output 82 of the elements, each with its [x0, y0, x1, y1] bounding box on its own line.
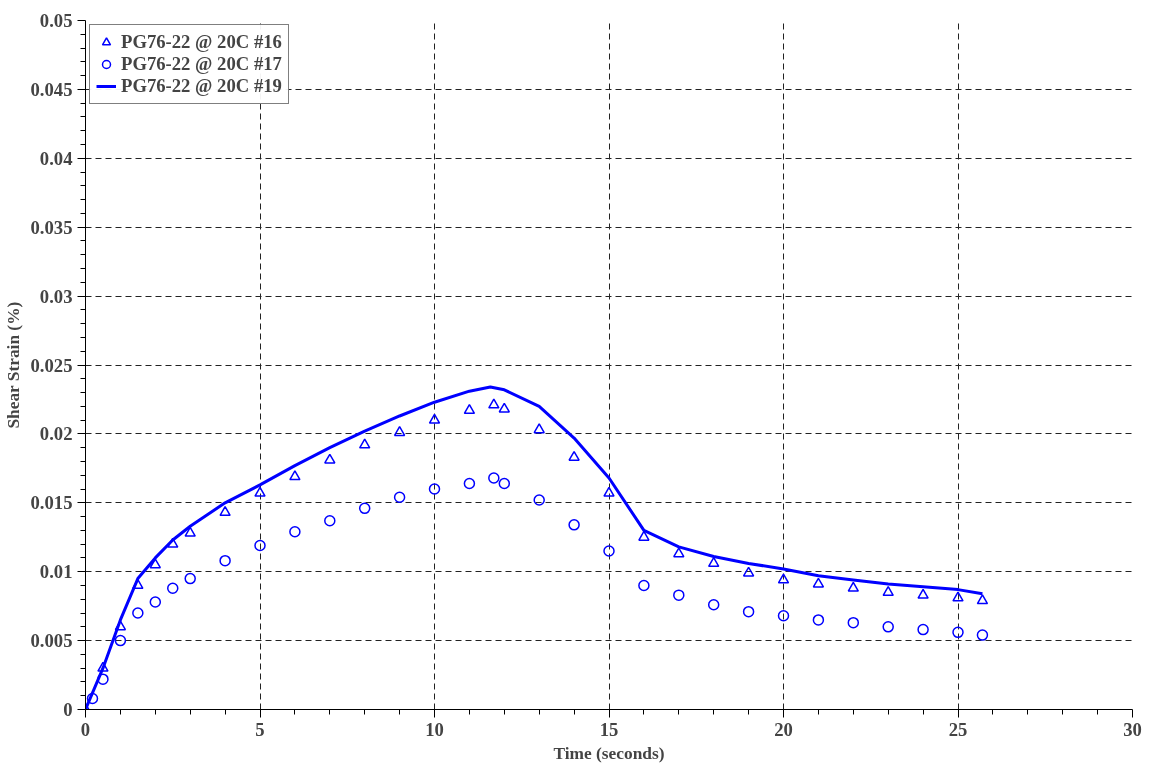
point	[498, 477, 511, 490]
point	[97, 661, 109, 672]
point	[777, 610, 790, 622]
point	[219, 554, 231, 567]
legend-label: PG76-22 @ 20C #19	[121, 75, 282, 97]
point	[673, 547, 685, 558]
point	[533, 423, 545, 434]
y-tick-label: 0.025	[30, 354, 73, 376]
point	[533, 494, 545, 506]
point	[488, 472, 500, 484]
point	[463, 477, 476, 490]
x-tick-label: 0	[80, 718, 91, 740]
point	[952, 626, 964, 639]
point	[917, 588, 929, 599]
point	[777, 573, 790, 584]
point	[358, 438, 371, 449]
y-tick-label: 0.01	[39, 561, 73, 583]
point	[114, 620, 127, 631]
y-tick-label: 0.015	[30, 492, 73, 514]
point	[149, 558, 162, 569]
point	[393, 426, 406, 437]
point	[847, 581, 860, 592]
point	[917, 623, 929, 636]
point	[638, 530, 650, 541]
y-tick-label: 0	[63, 699, 73, 720]
point	[742, 605, 755, 618]
point	[488, 398, 500, 409]
x-tick-label: 15	[599, 718, 619, 740]
point	[86, 692, 99, 705]
point	[976, 629, 989, 641]
point	[952, 591, 964, 602]
point	[167, 582, 179, 594]
y-tick-label: 0.02	[39, 423, 73, 445]
point	[324, 514, 336, 527]
legend-label: PG76-22 @ 20C #17	[121, 53, 282, 75]
y-tick-label: 0.045	[30, 78, 73, 100]
point	[498, 402, 511, 413]
y-tick-label: 0.03	[39, 285, 73, 307]
y-tick-label: 0.005	[30, 630, 73, 652]
point	[149, 596, 162, 608]
point	[603, 545, 615, 557]
y-tick-label: 0.05	[39, 10, 73, 31]
point	[428, 483, 441, 495]
point	[289, 470, 301, 481]
point	[219, 505, 231, 517]
point	[603, 486, 615, 497]
x-tick-label: 5	[255, 718, 265, 740]
x-axis-title: Time (seconds)	[553, 743, 665, 763]
point	[393, 491, 406, 504]
y-axis-title: Shear Strain (%)	[3, 301, 23, 429]
legend-label: PG76-22 @ 20C #16	[121, 31, 282, 53]
point	[742, 566, 755, 577]
point	[463, 403, 476, 415]
point	[184, 572, 196, 585]
point	[568, 450, 580, 461]
point	[132, 607, 144, 619]
point	[882, 585, 894, 597]
point	[976, 594, 989, 605]
point	[673, 589, 685, 601]
x-tick-label: 20	[774, 718, 793, 740]
point	[638, 579, 650, 592]
point	[114, 634, 127, 647]
point	[812, 577, 825, 588]
point	[97, 673, 109, 685]
point	[707, 599, 720, 611]
point	[847, 616, 860, 629]
point	[568, 519, 580, 531]
point	[358, 502, 371, 515]
x-tick-label: 30	[1123, 718, 1142, 740]
point	[184, 526, 196, 537]
y-tick-label: 0.035	[30, 216, 73, 238]
point	[289, 526, 301, 538]
point	[812, 614, 825, 626]
point	[254, 539, 266, 552]
point	[254, 486, 266, 497]
y-tick-label: 0.04	[39, 147, 73, 169]
point	[428, 413, 441, 424]
point	[707, 556, 720, 568]
x-tick-label: 10	[425, 718, 444, 740]
point	[324, 453, 336, 464]
x-tick-label: 25	[948, 718, 968, 740]
point	[882, 621, 894, 633]
